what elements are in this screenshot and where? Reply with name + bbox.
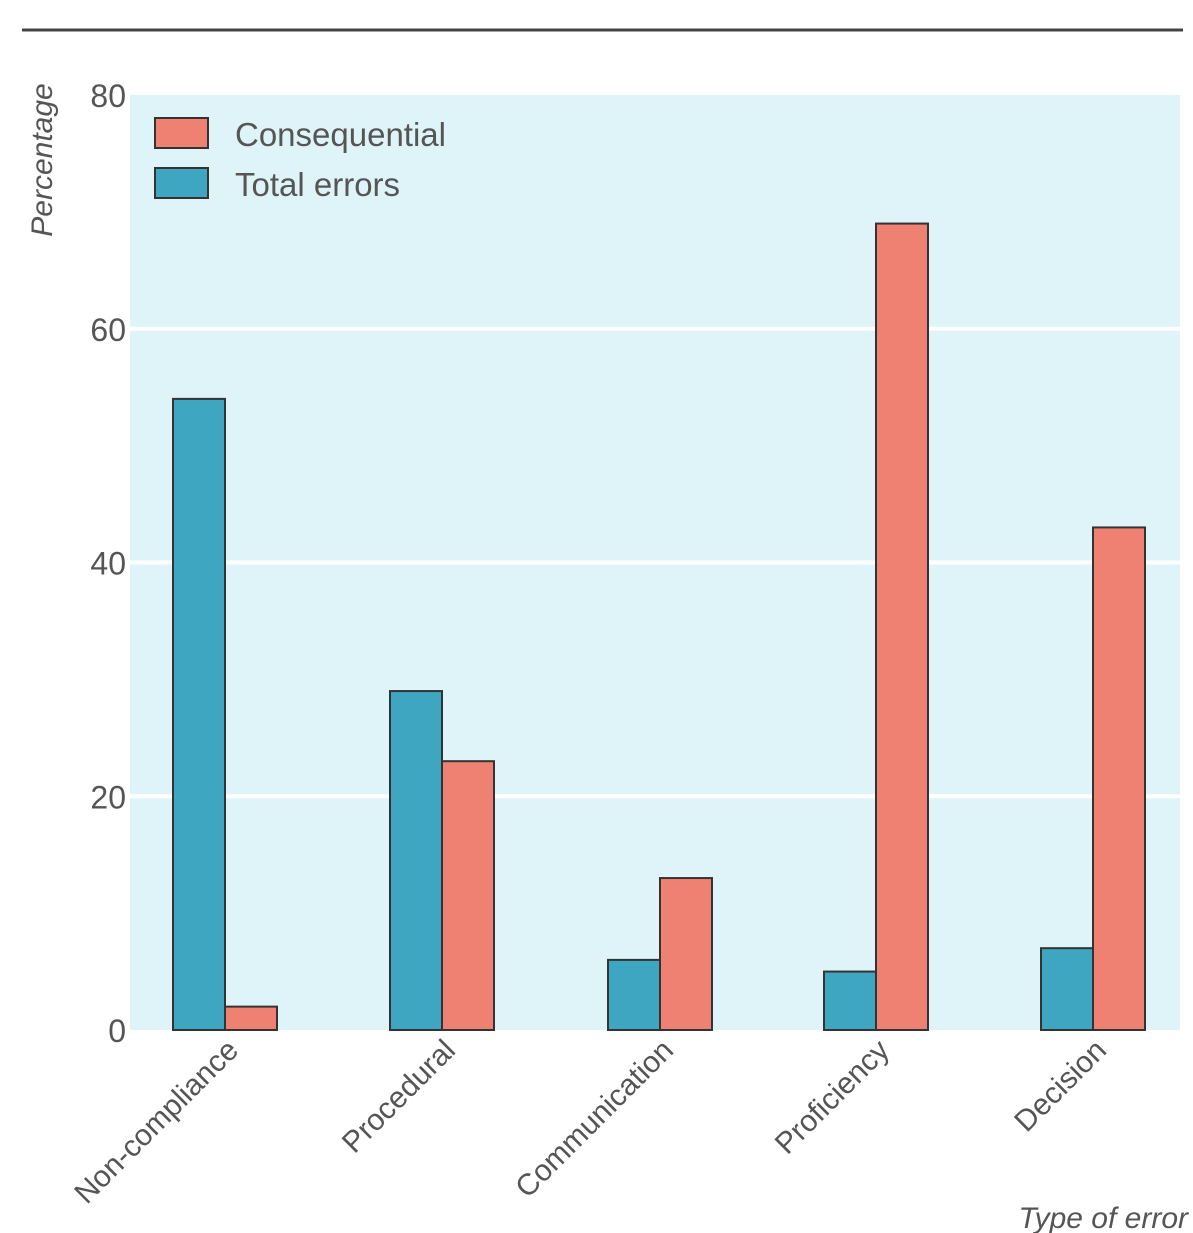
legend-swatch-total-errors <box>154 167 209 199</box>
bar-consequential-procedural <box>441 760 495 1031</box>
y-tick-label: 20 <box>90 779 126 815</box>
bar-total-errors-decision <box>1040 947 1094 1031</box>
x-axis-title: Type of error <box>1019 1202 1190 1233</box>
bar-consequential-decision <box>1092 526 1146 1031</box>
x-tick-label-communication: Communication <box>509 1034 680 1205</box>
y-axis-ticks: 0 20 40 60 80 <box>90 78 126 1049</box>
bar-consequential-non-compliance <box>224 1005 278 1031</box>
y-tick-label: 60 <box>90 312 126 348</box>
bar-total-errors-communication <box>607 958 661 1031</box>
x-tick-label-decision: Decision <box>1008 1034 1113 1139</box>
gridlines <box>130 326 1180 799</box>
x-tick-label-procedural: Procedural <box>336 1034 462 1160</box>
x-tick-label-non-compliance: Non-compliance <box>68 1034 245 1211</box>
legend-swatch-consequential <box>154 117 209 149</box>
y-tick-label: 40 <box>90 546 126 582</box>
y-tick-label: 80 <box>90 78 126 114</box>
legend: Consequential Total errors <box>154 116 446 203</box>
bar-total-errors-non-compliance <box>172 397 226 1031</box>
bars <box>172 222 1146 1031</box>
bar-total-errors-procedural <box>389 690 443 1031</box>
legend-label-total-errors: Total errors <box>235 166 400 203</box>
x-tick-label-proficiency: Proficiency <box>769 1034 896 1161</box>
bar-total-errors-proficiency <box>823 970 877 1031</box>
y-axis-title: Percentage <box>26 83 59 236</box>
legend-label-consequential: Consequential <box>235 116 446 153</box>
bar-consequential-communication <box>659 877 713 1031</box>
bar-consequential-proficiency <box>875 222 929 1031</box>
x-axis-category-labels: Non-compliance Procedural Communication Pro… <box>68 1034 1113 1211</box>
y-tick-label: 0 <box>108 1013 126 1049</box>
